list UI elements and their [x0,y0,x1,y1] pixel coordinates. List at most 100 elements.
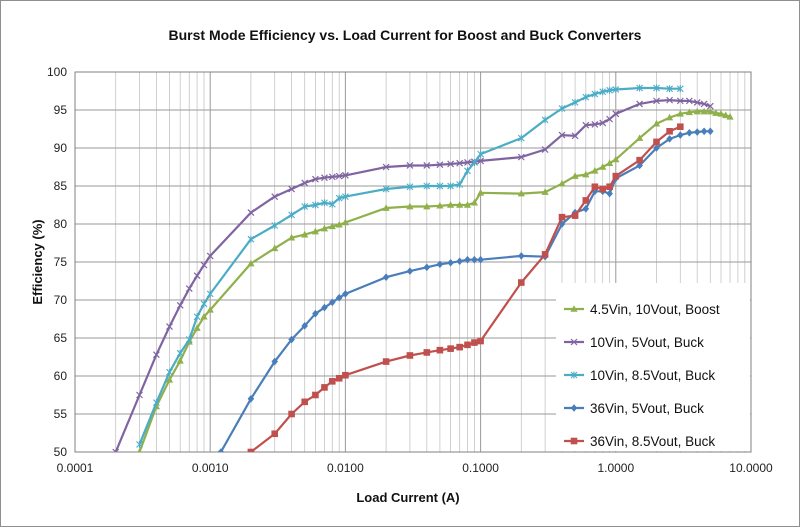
data-point [247,235,255,243]
data-point [247,448,255,452]
data-point [193,313,201,321]
legend-item: 36Vin, 5Vout, Buck [564,401,704,416]
x-tick-label: 0.1000 [462,461,499,475]
legend-swatch-marker [570,305,578,312]
data-point [247,209,255,217]
data-point [301,230,309,238]
data-point [591,121,599,128]
legend-item: 36Vin, 8.5Vout, Buck [564,434,715,449]
data-point [571,132,579,140]
y-axis-title: Efficiency (%) [30,219,45,304]
data-point [311,227,320,235]
y-tick-label: 80 [54,217,68,231]
data-point [685,108,693,116]
data-point [456,257,463,266]
data-point [382,185,390,193]
x-tick-label: 1.0000 [597,461,634,475]
data-point [335,374,343,382]
data-point [206,252,214,260]
data-point [464,159,471,166]
data-point [558,213,566,221]
data-point [288,335,295,344]
data-point [328,200,336,208]
data-point [470,198,479,206]
data-point [382,163,390,171]
data-point [606,115,614,123]
data-point [335,172,343,180]
data-point [571,212,579,219]
data-point [335,293,343,302]
data-point [582,197,590,204]
data-point [541,251,549,258]
data-point [676,110,684,117]
data-point [153,399,160,407]
data-point [582,121,590,129]
data-point [591,90,599,98]
data-point [666,85,673,93]
data-point [636,134,644,141]
y-tick-label: 85 [54,179,68,193]
data-point [464,167,471,175]
data-point [456,159,464,167]
data-point [176,349,184,357]
data-point [666,113,674,121]
tick-labels: 0.0001 0.0010 0.0100 0.1000 1.0000 10.0000 50 5… [47,65,773,475]
y-tick-label: 95 [54,103,68,117]
data-point [271,193,279,201]
data-point [137,448,142,452]
data-point [342,193,349,201]
legend-box [556,283,750,451]
data-point [271,430,279,438]
data-point [456,201,464,208]
data-point [312,391,319,399]
data-point [612,155,620,163]
data-point [693,98,701,106]
data-point [112,448,120,452]
data-point [185,336,193,344]
data-point [447,182,454,190]
data-point [707,127,714,136]
data-point [582,205,590,213]
series-1 [137,107,734,452]
data-point [312,309,319,318]
data-point [612,110,620,118]
data-point [676,97,684,105]
data-point [700,127,708,136]
data-point [247,259,255,267]
data-point [423,202,431,210]
data-point [606,86,614,94]
data-point [541,188,549,195]
data-point [541,146,549,153]
data-point [301,203,309,211]
data-point [335,194,343,202]
data-point [406,267,414,275]
data-point [247,395,255,403]
legend-swatch-marker [570,437,578,445]
data-point [447,160,455,168]
data-point [612,85,620,93]
data-point [517,134,525,142]
data-point [471,255,478,264]
data-point [436,182,444,190]
legend-label: 36Vin, 5Vout, Buck [590,401,704,416]
series-5 [247,123,684,452]
data-point [301,398,309,406]
data-point [320,224,329,232]
data-point [288,185,296,193]
data-point [677,123,684,131]
data-point [447,201,455,208]
y-tick-label: 100 [47,65,67,79]
data-point [271,357,279,366]
legend-swatch-marker [570,371,578,379]
data-point [636,156,643,164]
data-point [436,201,444,209]
data-point [176,357,184,364]
data-point [406,162,414,169]
data-point [447,258,454,267]
y-tick-label: 50 [54,445,68,459]
data-point [312,201,319,209]
data-point [287,233,296,241]
data-point [612,172,620,180]
data-point [206,306,214,313]
data-point [517,189,525,197]
